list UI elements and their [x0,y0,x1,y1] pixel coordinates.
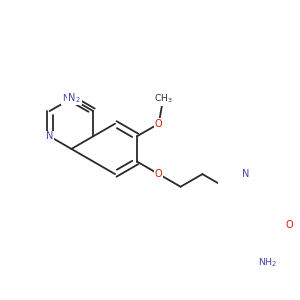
Text: N: N [242,169,250,179]
Text: O: O [155,119,163,129]
Text: NH$_2$: NH$_2$ [258,256,278,268]
Text: NH$_2$: NH$_2$ [62,92,81,105]
Text: N: N [46,131,53,141]
Text: O: O [155,169,163,179]
Text: O: O [286,220,293,230]
Text: CH$_3$: CH$_3$ [154,93,172,105]
Text: N: N [68,94,75,103]
